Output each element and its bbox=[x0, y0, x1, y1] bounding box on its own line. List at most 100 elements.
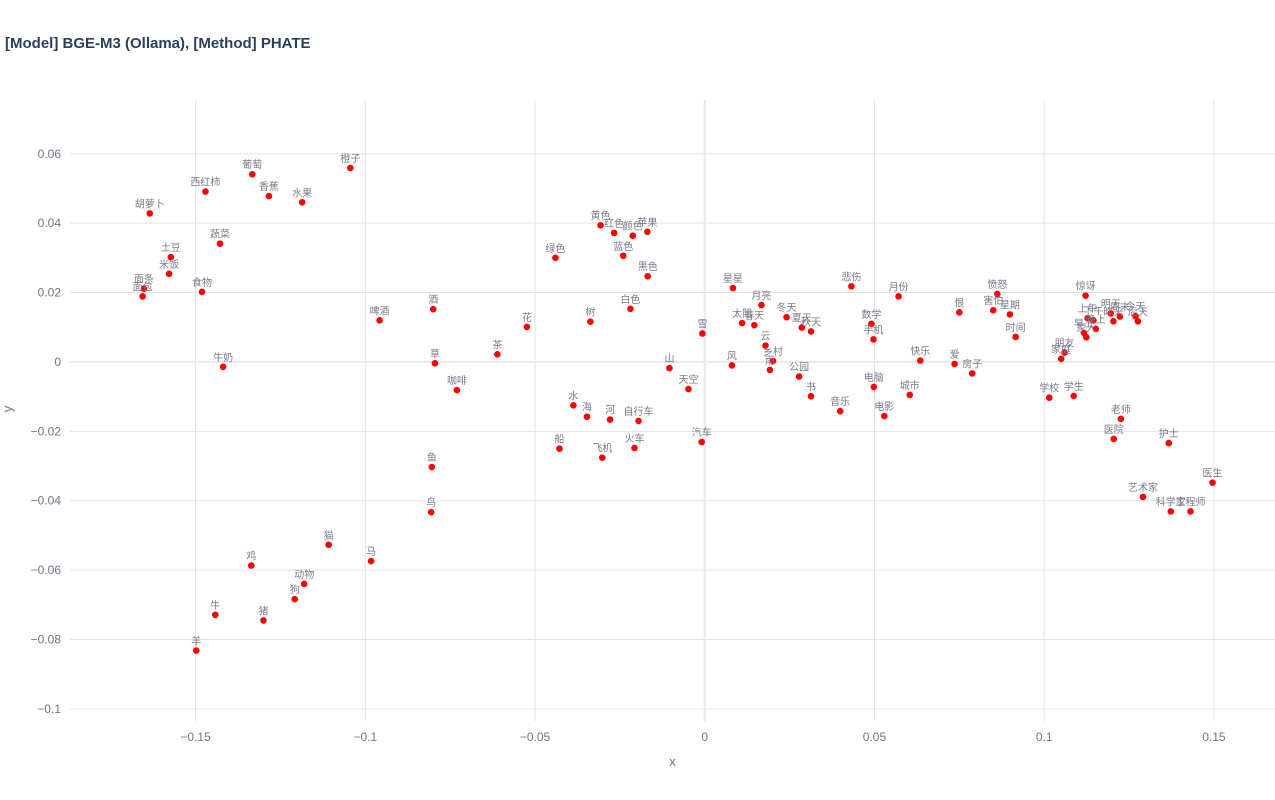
point-label: 星星 bbox=[723, 273, 743, 285]
point-label: 动物 bbox=[294, 568, 314, 581]
point-label: 风 bbox=[727, 350, 737, 362]
data-point bbox=[1082, 333, 1090, 341]
data-point bbox=[1209, 479, 1216, 486]
data-point bbox=[728, 362, 736, 369]
point-label: 电影 bbox=[874, 400, 894, 413]
point-label: 自行车 bbox=[624, 405, 654, 418]
point-label: 土豆 bbox=[161, 241, 181, 254]
point-label: 太阳 bbox=[732, 307, 752, 320]
point-label: 汽车 bbox=[692, 426, 712, 439]
point-label: 工程师 bbox=[1175, 495, 1205, 508]
point-label: 火车 bbox=[624, 432, 644, 445]
data-point bbox=[698, 438, 705, 446]
point-label: 胡萝卜 bbox=[135, 197, 165, 210]
point-label: 月份 bbox=[889, 281, 909, 293]
point-label: 蔬菜 bbox=[210, 229, 230, 241]
data-point bbox=[795, 373, 803, 380]
point-label: 手机 bbox=[863, 323, 883, 336]
point-label: 书 bbox=[806, 381, 816, 393]
data-point bbox=[260, 617, 267, 624]
point-label: 鱼 bbox=[427, 451, 437, 464]
y-tick-label: −0.02 bbox=[31, 424, 62, 438]
data-point bbox=[762, 342, 769, 349]
point-label: 艺术家 bbox=[1128, 481, 1158, 494]
data-point bbox=[956, 309, 963, 316]
data-point bbox=[140, 285, 148, 293]
point-label: 老师 bbox=[1111, 403, 1131, 416]
point-label: 云 bbox=[761, 332, 771, 343]
data-point bbox=[1107, 310, 1115, 317]
point-label: 医院 bbox=[1104, 423, 1124, 436]
data-point bbox=[895, 293, 902, 300]
point-label: 下午 bbox=[1083, 304, 1103, 317]
point-label: 星期 bbox=[1000, 299, 1020, 311]
data-point bbox=[989, 306, 997, 314]
point-label: 电脑 bbox=[864, 371, 884, 384]
point-label: 家庭 bbox=[1051, 343, 1071, 356]
data-point bbox=[376, 316, 383, 324]
point-label: 时间 bbox=[1006, 321, 1026, 334]
data-point bbox=[597, 221, 604, 229]
point-label: 山 bbox=[664, 353, 674, 365]
data-point bbox=[1012, 333, 1019, 341]
point-label: 香蕉 bbox=[259, 181, 279, 193]
data-point bbox=[994, 290, 1001, 298]
data-point bbox=[758, 301, 765, 309]
data-point bbox=[1057, 355, 1065, 363]
point-label: 秋天 bbox=[801, 315, 821, 328]
point-label: 花 bbox=[522, 311, 532, 324]
point-label: 猫 bbox=[324, 529, 334, 542]
point-label: 春天 bbox=[744, 310, 764, 322]
data-point bbox=[1116, 313, 1124, 320]
data-point bbox=[751, 321, 758, 329]
data-point bbox=[1167, 508, 1175, 515]
point-label: 早上 bbox=[1074, 318, 1094, 330]
point-label: 黄色 bbox=[591, 209, 611, 222]
point-label: 房子 bbox=[962, 357, 982, 370]
point-label: 爱 bbox=[950, 348, 960, 361]
point-label: 船 bbox=[554, 433, 564, 446]
data-point bbox=[219, 363, 227, 371]
data-point bbox=[685, 385, 692, 393]
data-point bbox=[523, 323, 531, 331]
point-label: 数学 bbox=[861, 308, 881, 321]
point-label: 蓝色 bbox=[613, 240, 633, 253]
grid-lines bbox=[70, 100, 1275, 721]
point-label: 城市 bbox=[900, 379, 920, 392]
point-label: 惊讶 bbox=[1076, 280, 1096, 293]
data-point bbox=[848, 283, 855, 290]
point-label: 海 bbox=[582, 401, 592, 414]
point-label: 河 bbox=[605, 405, 615, 417]
point-label: 悲伤 bbox=[841, 270, 861, 283]
data-point bbox=[291, 595, 299, 603]
point-label: 啤酒 bbox=[370, 305, 390, 317]
point-label: 夏天 bbox=[792, 313, 812, 325]
point-label: 鸟 bbox=[426, 496, 436, 509]
point-label: 面包 bbox=[133, 280, 153, 293]
point-label: 颜色 bbox=[623, 220, 643, 233]
data-point bbox=[1110, 435, 1118, 443]
y-tick-label: 0 bbox=[54, 355, 61, 369]
point-label: 后天 bbox=[1128, 306, 1148, 318]
data-point bbox=[906, 391, 914, 399]
chart-title: [Model] BGE-M3 (Ollama), [Method] PHATE bbox=[5, 35, 311, 52]
point-label: 西红柿 bbox=[190, 176, 220, 189]
data-point bbox=[769, 357, 777, 365]
data-point bbox=[610, 229, 618, 237]
y-tick-label: −0.1 bbox=[37, 702, 61, 716]
data-point bbox=[627, 305, 634, 313]
data-point bbox=[1139, 493, 1147, 501]
data-point bbox=[766, 366, 774, 374]
data-point bbox=[429, 305, 437, 313]
data-point bbox=[247, 562, 255, 569]
point-label: 酒 bbox=[428, 294, 438, 306]
point-label: 上午 bbox=[1078, 302, 1098, 315]
data-point bbox=[598, 454, 606, 461]
y-tick-label: 0.04 bbox=[38, 216, 62, 230]
y-tick-label: −0.08 bbox=[31, 632, 62, 646]
x-tick-label: 0 bbox=[701, 730, 708, 744]
point-label: 科学家 bbox=[1156, 495, 1186, 508]
data-point bbox=[587, 318, 594, 325]
axis-ticks: −0.15 −0.1 −0.05 0 0.05 0.1 0.15 −0.1 −0.08 −0.06… bbox=[31, 147, 1226, 744]
